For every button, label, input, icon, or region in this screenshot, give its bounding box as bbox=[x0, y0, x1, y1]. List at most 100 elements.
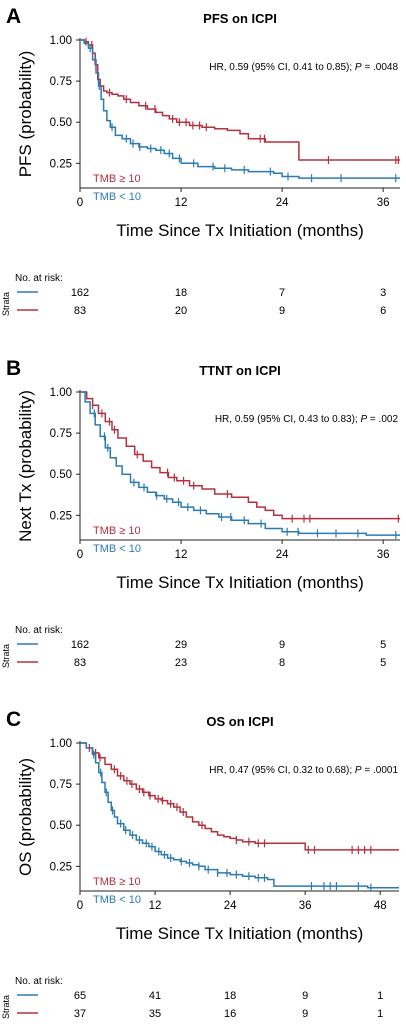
risk-count: 162 bbox=[71, 639, 89, 651]
series-tmb-low bbox=[80, 39, 400, 183]
y-tick-label: 0.75 bbox=[50, 428, 72, 440]
risk-count: 83 bbox=[74, 305, 86, 317]
chart-title: OS on ICPI bbox=[206, 714, 273, 729]
x-tick-label: 24 bbox=[276, 197, 289, 209]
risk-count: 18 bbox=[175, 287, 187, 299]
y-tick-label: 1.00 bbox=[50, 35, 72, 47]
risk-count: 35 bbox=[149, 1008, 161, 1020]
chart-title: TTNT on ICPI bbox=[199, 363, 281, 378]
hr-text: HR, 0.59 (95% CI, 0.41 to 0.85); bbox=[209, 62, 355, 73]
series-line bbox=[80, 742, 399, 889]
y-tick-label: 0.75 bbox=[50, 779, 72, 791]
risk-count: 162 bbox=[71, 287, 89, 299]
y-tick-label: 0.25 bbox=[50, 510, 72, 522]
y-tick-label: 0.50 bbox=[50, 117, 72, 129]
panel-b: B TTNT on ICPI Next Tx (probability) 0.25 0.… bbox=[1, 357, 400, 669]
x-axis-label: Time Since Tx Initiation (months) bbox=[116, 221, 364, 240]
x-tick-label: 48 bbox=[374, 900, 387, 912]
x-tick-label: 24 bbox=[276, 549, 289, 561]
risk-count: 1 bbox=[377, 1008, 383, 1020]
legend-label-tmb-high: TMB ≥ 10 bbox=[93, 173, 141, 185]
risk-count: 9 bbox=[279, 305, 285, 317]
risk-table-title: No. at risk: bbox=[15, 625, 63, 636]
hr-p-value: = .0048 bbox=[362, 62, 399, 73]
risk-table-title: No. at risk: bbox=[15, 273, 63, 284]
risk-table-title: No. at risk: bbox=[15, 976, 63, 987]
legend-label-tmb-high: TMB ≥ 10 bbox=[93, 876, 141, 888]
x-tick-label: 36 bbox=[299, 900, 312, 912]
series-tmb-high bbox=[80, 37, 400, 165]
hr-p-symbol: P bbox=[355, 62, 362, 73]
risk-count: 41 bbox=[149, 990, 161, 1002]
risk-count: 83 bbox=[74, 657, 86, 669]
strata-label: Strata bbox=[1, 644, 11, 668]
risk-count: 20 bbox=[175, 305, 187, 317]
risk-count: 9 bbox=[302, 1008, 308, 1020]
risk-count: 65 bbox=[74, 990, 86, 1002]
chart-title: PFS on ICPI bbox=[203, 11, 277, 26]
hr-p-symbol: P bbox=[355, 765, 362, 776]
series-line bbox=[80, 391, 400, 520]
risk-count: 37 bbox=[74, 1008, 86, 1020]
x-tick-label: 0 bbox=[77, 900, 83, 912]
x-axis-label: Time Since Tx Initiation (months) bbox=[116, 924, 364, 943]
y-axis-label: PFS (probability) bbox=[16, 51, 35, 178]
x-tick-label: 0 bbox=[77, 549, 83, 561]
legend-label-tmb-low: TMB < 10 bbox=[93, 191, 141, 203]
risk-count: 9 bbox=[302, 990, 308, 1002]
risk-count: 5 bbox=[380, 639, 386, 651]
hr-text: HR, 0.59 (95% CI, 0.43 to 0.83); bbox=[215, 414, 361, 425]
panel-c: C OS on ICPI OS (probability) 0.25 0.50 0.75 1… bbox=[1, 708, 399, 1020]
risk-count: 29 bbox=[175, 639, 187, 651]
risk-count: 23 bbox=[175, 657, 187, 669]
risk-count: 6 bbox=[380, 305, 386, 317]
y-tick-label: 0.50 bbox=[50, 820, 72, 832]
risk-count: 5 bbox=[380, 657, 386, 669]
risk-count: 18 bbox=[224, 990, 236, 1002]
x-tick-label: 12 bbox=[175, 197, 188, 209]
x-tick-label: 36 bbox=[377, 549, 390, 561]
series-tmb-low bbox=[80, 742, 399, 892]
hr-p-value: = .0001 bbox=[362, 765, 399, 776]
hr-annotation: HR, 0.59 (95% CI, 0.43 to 0.83); P = .00… bbox=[215, 414, 399, 425]
x-tick-label: 24 bbox=[224, 900, 237, 912]
hr-text: HR, 0.47 (95% CI, 0.32 to 0.68); bbox=[209, 765, 355, 776]
y-axis-label: Next Tx (probability) bbox=[16, 390, 35, 542]
y-tick-label: 1.00 bbox=[50, 387, 72, 399]
x-tick-label: 0 bbox=[77, 197, 83, 209]
y-tick-label: 0.25 bbox=[50, 861, 72, 873]
risk-count: 1 bbox=[377, 990, 383, 1002]
series-tmb-low bbox=[80, 391, 400, 540]
x-axis-label: Time Since Tx Initiation (months) bbox=[116, 573, 364, 592]
risk-count: 8 bbox=[279, 657, 285, 669]
series-line bbox=[80, 391, 400, 536]
y-tick-label: 0.50 bbox=[50, 469, 72, 481]
legend-label-tmb-low: TMB < 10 bbox=[93, 543, 141, 555]
legend-label-tmb-high: TMB ≥ 10 bbox=[93, 525, 141, 537]
hr-p-symbol: P bbox=[360, 414, 367, 425]
series-tmb-high bbox=[80, 391, 400, 523]
series-tmb-high bbox=[80, 742, 399, 854]
panel-letter: A bbox=[6, 5, 21, 28]
hr-annotation: HR, 0.47 (95% CI, 0.32 to 0.68); P = .00… bbox=[209, 765, 398, 776]
risk-count: 7 bbox=[279, 287, 285, 299]
strata-label: Strata bbox=[1, 995, 11, 1019]
legend-label-tmb-low: TMB < 10 bbox=[93, 894, 141, 906]
hr-p-value: = .002 bbox=[367, 414, 398, 425]
panel-letter: B bbox=[6, 357, 21, 380]
strata-label: Strata bbox=[1, 292, 11, 316]
hr-annotation: HR, 0.59 (95% CI, 0.41 to 0.85); P = .00… bbox=[209, 62, 398, 73]
panel-letter: C bbox=[6, 708, 21, 731]
y-tick-label: 0.75 bbox=[50, 76, 72, 88]
y-axis-label: OS (probability) bbox=[16, 758, 35, 876]
y-tick-label: 0.25 bbox=[50, 158, 72, 170]
series-line bbox=[80, 742, 399, 851]
risk-count: 9 bbox=[279, 639, 285, 651]
y-tick-label: 1.00 bbox=[50, 738, 72, 750]
panel-a: A PFS on ICPI PFS (probability) 0.25 0.50 0.7… bbox=[1, 5, 400, 317]
series-line bbox=[80, 39, 400, 161]
x-tick-label: 12 bbox=[149, 900, 162, 912]
series-line bbox=[80, 39, 400, 179]
risk-count: 3 bbox=[380, 287, 386, 299]
